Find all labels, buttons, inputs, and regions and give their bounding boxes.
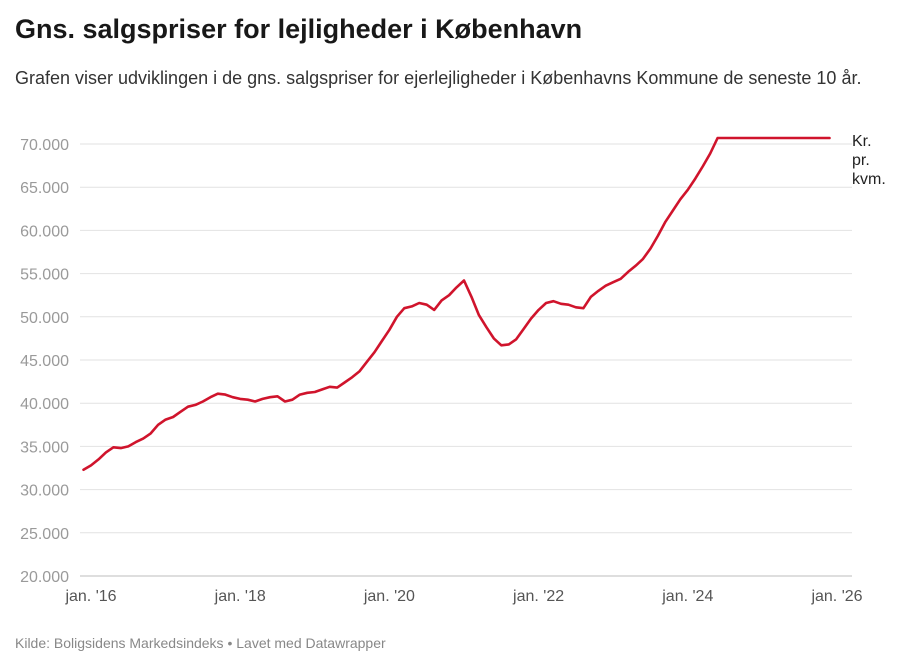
y-tick-label: 65.000 xyxy=(20,180,69,197)
y-tick-label: 35.000 xyxy=(20,439,69,456)
chart-title: Gns. salgspriser for lejligheder i Køben… xyxy=(15,14,583,44)
y-tick-label: 20.000 xyxy=(20,569,69,586)
footer-separator: • xyxy=(227,635,233,651)
credit-link[interactable]: Lavet med Datawrapper xyxy=(236,635,386,651)
footer: Kilde: Boligsidens Markedsindeks • Lavet… xyxy=(15,635,386,651)
x-tick-label: jan. '18 xyxy=(214,588,266,605)
y-tick-label: 40.000 xyxy=(20,396,69,413)
series-unit-label: Kr. pr. kvm. xyxy=(852,133,886,188)
y-tick-label: 45.000 xyxy=(20,353,69,370)
y-tick-label: 50.000 xyxy=(20,310,69,327)
y-tick-label: 25.000 xyxy=(20,526,69,543)
chart-subtitle: Grafen viser udviklingen i de gns. salgs… xyxy=(15,68,862,88)
x-axis: jan. '16 jan. '18 jan. '20 jan. '22 jan. '24… xyxy=(64,588,862,605)
grid-lines xyxy=(80,143,852,577)
x-tick-label: jan. '16 xyxy=(64,588,116,605)
y-tick-label: 60.000 xyxy=(20,223,69,240)
x-tick-label: jan. '24 xyxy=(661,588,713,605)
price-series-line xyxy=(82,136,831,471)
x-tick-label: jan. '22 xyxy=(512,588,564,605)
x-tick-label: jan. '26 xyxy=(810,588,862,605)
y-tick-label: 70.000 xyxy=(20,137,69,154)
y-tick-label: 55.000 xyxy=(20,267,69,284)
source-text: Kilde: Boligsidens Markedsindeks xyxy=(15,635,224,651)
y-axis: 20.000 25.000 30.000 35.000 40.000 45.000 50.0… xyxy=(20,137,69,586)
x-tick-label: jan. '20 xyxy=(363,588,415,605)
y-tick-label: 30.000 xyxy=(20,483,69,500)
